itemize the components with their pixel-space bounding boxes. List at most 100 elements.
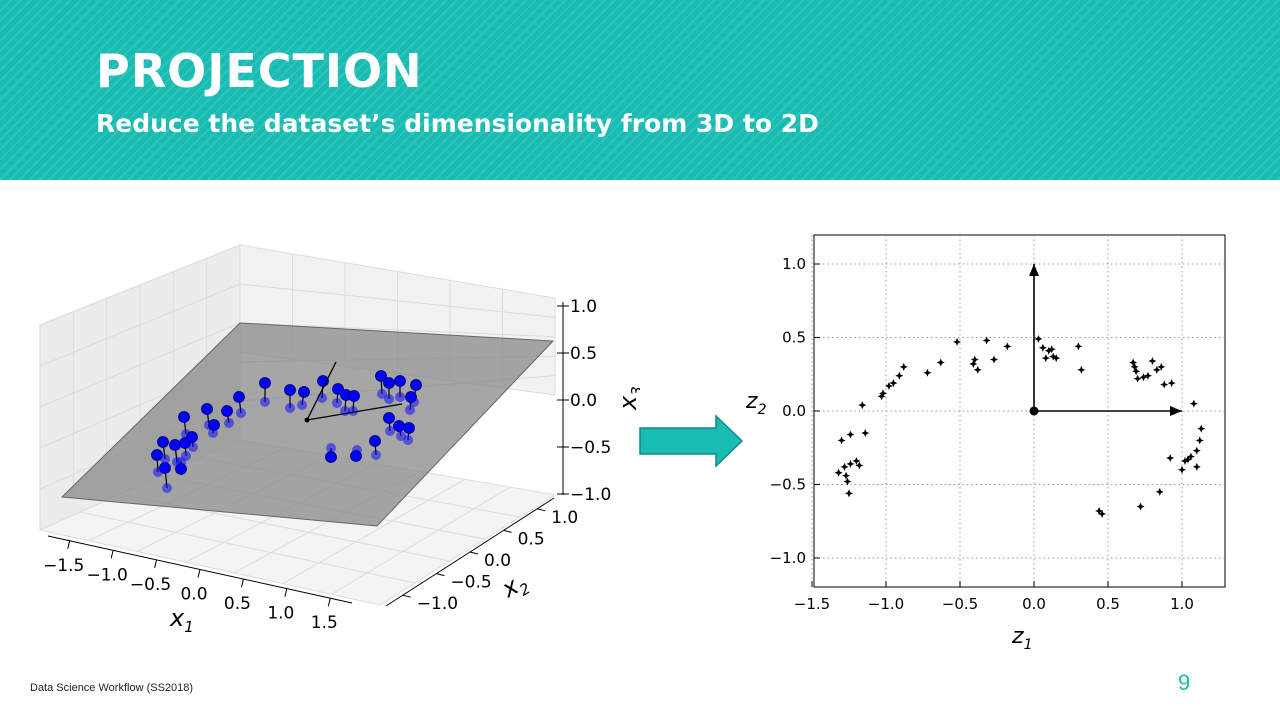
data-point: [1049, 352, 1058, 361]
projection-3d-plot: −1.5 −1.0 −0.5 0.0 0.5 1.0 1.5−1.0−0.50.00.51.…: [38, 244, 640, 636]
data-point-3d-shadow: [153, 467, 163, 477]
x2-tick-mark: [503, 529, 512, 533]
data-point: [990, 355, 999, 364]
x1-tick-mark: [67, 540, 71, 549]
data-point: [1132, 367, 1141, 376]
data-point-3d-shadow: [405, 405, 415, 415]
data-point: [845, 489, 853, 498]
data-point: [953, 337, 962, 346]
plane-origin: [304, 417, 310, 423]
data-point: [1098, 509, 1107, 518]
x2-axis-label: x2: [496, 567, 533, 607]
grid-line: [79, 511, 416, 584]
x1-tick-label: 1.0: [267, 604, 294, 624]
data-point-3d: [201, 403, 213, 415]
data-point-3d-shadow: [352, 445, 362, 455]
data-point: [840, 462, 849, 471]
data-point-3d-shadow: [385, 426, 395, 436]
data-point-3d: [332, 383, 344, 395]
data-point: [837, 436, 846, 445]
arrow-head: [1170, 406, 1182, 416]
data-point: [1197, 424, 1206, 433]
y-tick-label: −0.5: [770, 476, 806, 494]
data-point: [877, 392, 886, 401]
data-point-3d: [259, 377, 271, 389]
grid-line: [331, 486, 511, 595]
slide-subtitle: Reduce the dataset’s dimensionality from…: [96, 109, 819, 138]
data-point: [889, 379, 898, 388]
data-point: [1186, 452, 1195, 461]
x1-tick-mark: [110, 550, 114, 559]
data-point: [855, 461, 864, 470]
data-point-3d-shadow: [162, 483, 172, 493]
data-point-3d-shadow: [395, 392, 405, 402]
data-point-3d-shadow: [326, 443, 336, 453]
data-point-3d-shadow: [224, 418, 234, 428]
data-point: [1038, 343, 1047, 352]
data-point-3d: [383, 377, 395, 389]
page-number: 9: [1178, 670, 1191, 695]
data-point-3d-shadow: [285, 403, 295, 413]
data-point-3d: [284, 384, 296, 396]
data-point-3d: [403, 422, 415, 434]
data-point: [1052, 354, 1061, 363]
data-point: [1133, 374, 1142, 383]
data-point: [1047, 345, 1056, 354]
data-point-3d: [221, 405, 233, 417]
x3-tick-label: 1.0: [570, 297, 597, 317]
x1-tick-label: −1.0: [87, 565, 128, 585]
grid-line: [39, 283, 241, 367]
y-tick-label: 1.0: [782, 255, 806, 273]
x1-tick-label: 1.5: [311, 613, 338, 633]
projection-plane: [60, 322, 555, 527]
x2-tick-mark: [537, 508, 546, 512]
data-point: [861, 429, 870, 438]
data-point-3d: [169, 439, 181, 451]
x2-tick-label: −0.5: [450, 573, 491, 593]
data-point: [969, 359, 978, 368]
data-point-3d-shadow: [348, 406, 358, 416]
x2-tick-mark: [436, 573, 445, 577]
x-tick-label: 1.0: [1170, 595, 1194, 613]
footer-text: Data Science Workflow (SS2018): [30, 682, 194, 694]
x-tick-label: 0.5: [1096, 595, 1120, 613]
data-point: [1139, 373, 1148, 382]
arrow-head: [1029, 264, 1039, 276]
x1-tick-mark: [240, 578, 244, 588]
x3-tick-label: 0.5: [570, 344, 597, 364]
data-point: [1077, 365, 1086, 374]
data-point: [1044, 346, 1053, 355]
data-point: [923, 368, 932, 377]
x2-tick-label: −1.0: [417, 594, 458, 614]
data-point: [1143, 371, 1152, 380]
data-point-3d-shadow: [260, 397, 270, 407]
z1-axis-label: z1: [1011, 624, 1032, 652]
data-point: [1148, 357, 1157, 366]
y-tick-label: −1.0: [770, 549, 806, 567]
data-point-3d-shadow: [371, 450, 381, 460]
plane-axis-line: [306, 361, 337, 421]
data-point: [846, 459, 855, 468]
data-point: [936, 358, 945, 367]
data-point: [895, 371, 904, 380]
data-point: [1003, 342, 1012, 351]
data-point-3d-shadow: [208, 428, 218, 438]
data-point: [1167, 379, 1176, 388]
plane-axis-line: [306, 403, 403, 421]
grid-line: [282, 478, 466, 585]
data-point-3d-shadow: [176, 457, 186, 467]
data-point-3d-shadow: [384, 394, 394, 404]
x-tick-label: −1.5: [794, 595, 830, 613]
data-point: [1183, 455, 1192, 464]
x1-axis-label: x1: [169, 604, 194, 636]
data-point: [1136, 502, 1145, 511]
data-point: [1178, 465, 1186, 474]
data-point: [1160, 380, 1169, 389]
data-point-3d-shadow: [188, 442, 198, 452]
data-point-3d: [410, 379, 422, 391]
data-point-3d: [369, 435, 381, 447]
data-point-3d: [233, 391, 245, 403]
data-point-3d: [178, 411, 190, 423]
z2-axis-label: z2: [745, 389, 767, 418]
data-point: [1195, 436, 1204, 445]
